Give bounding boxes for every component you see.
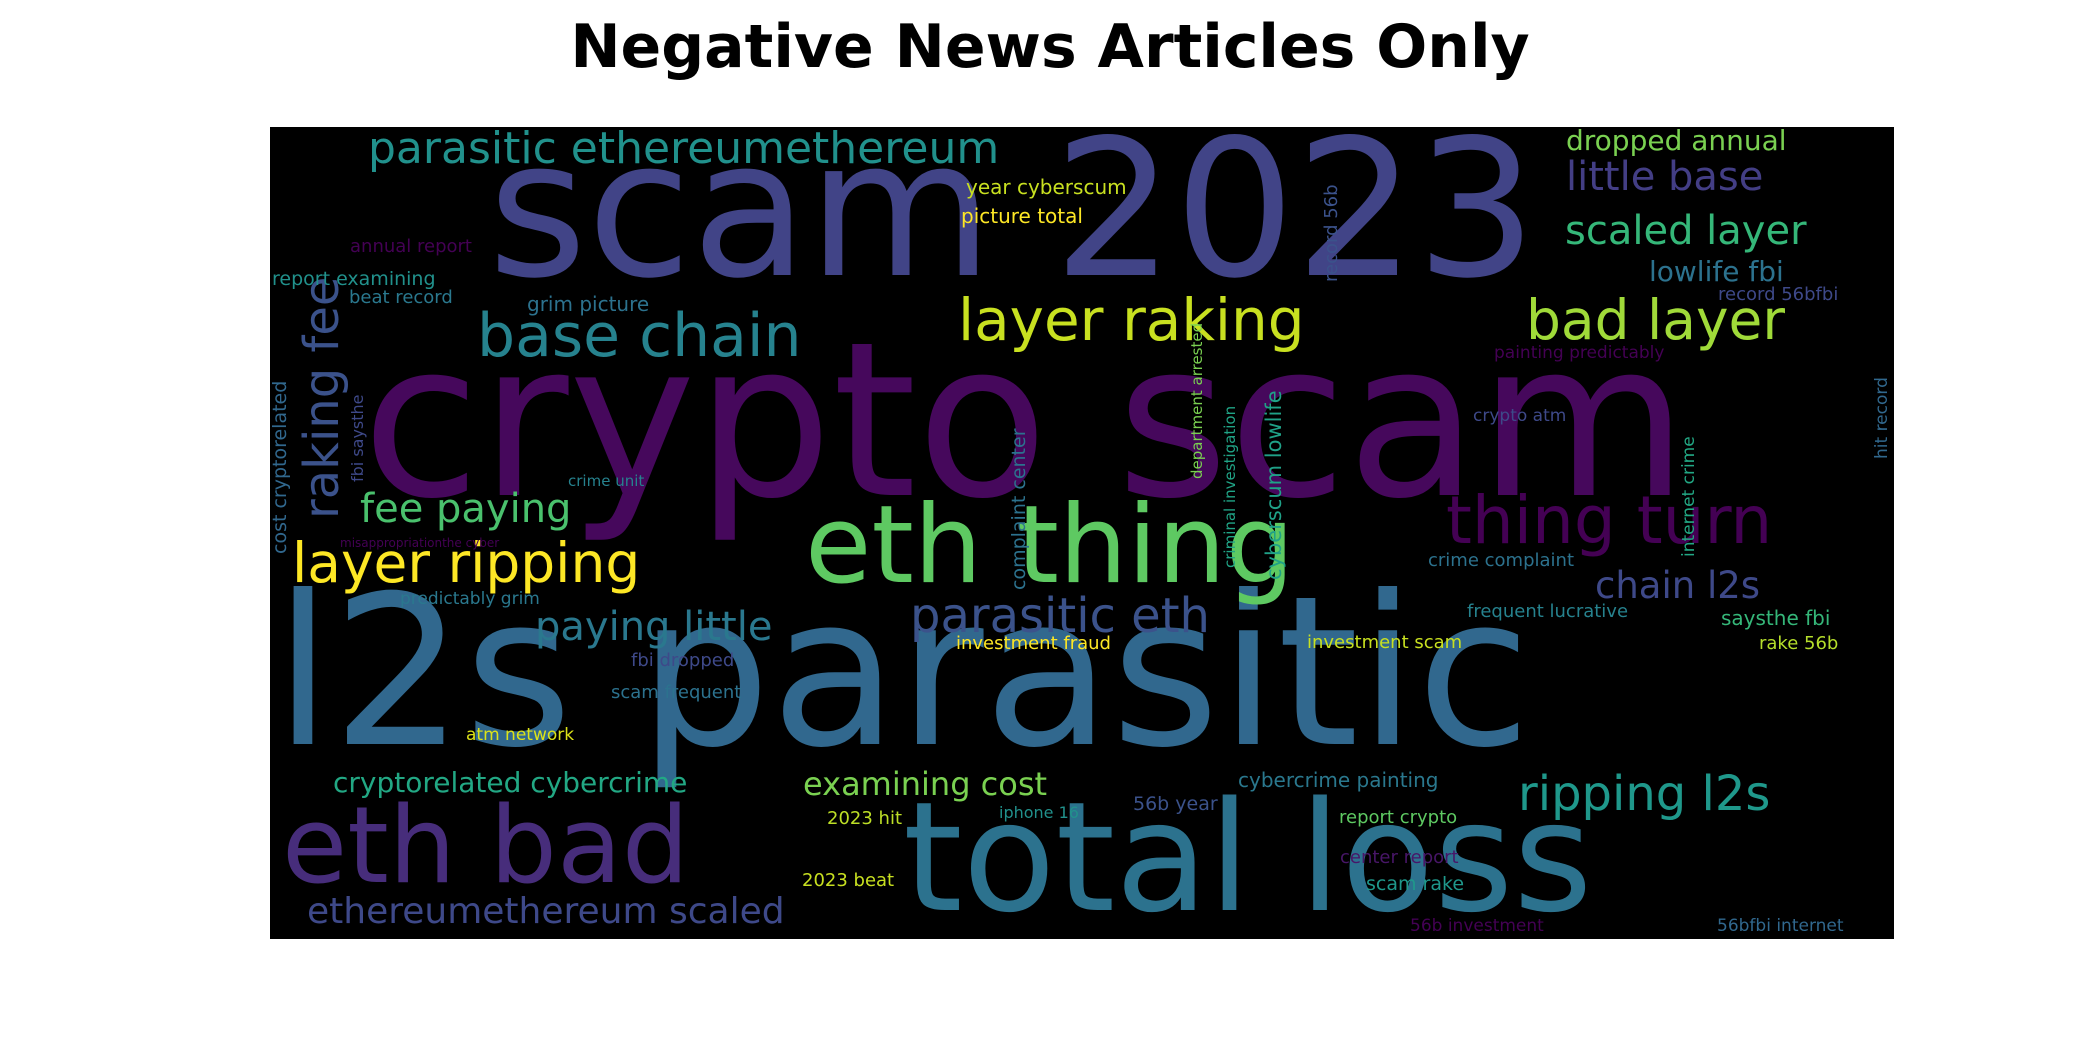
word-parasitic-ethereumethereum: parasitic ethereumethereum bbox=[368, 127, 1000, 174]
word-crypto-scam: crypto scam bbox=[362, 295, 1688, 546]
word-paying-little: paying little bbox=[535, 604, 773, 650]
word-iphone-16: iphone 16 bbox=[999, 803, 1079, 822]
word-eth-bad: eth bad bbox=[282, 784, 690, 907]
word-little-base: little base bbox=[1566, 154, 1764, 200]
word-layer-ripping: layer ripping bbox=[292, 531, 641, 595]
word-investment-fraud: investment fraud bbox=[956, 633, 1111, 654]
word-record-56bfbi: record 56bfbi bbox=[1718, 284, 1839, 305]
word-crime-complaint: crime complaint bbox=[1428, 550, 1574, 571]
word-internet-crime: internet crime bbox=[1679, 436, 1699, 557]
word-ripping-l2s: ripping l2s bbox=[1518, 766, 1771, 822]
word-criminal-investigation: criminal investigation bbox=[1221, 405, 1239, 568]
word-scam-rake: scam rake bbox=[1366, 873, 1465, 895]
word-2023-beat: 2023 beat bbox=[802, 870, 895, 891]
word-department-arrested: department arrested bbox=[1188, 322, 1206, 479]
word-atm-network: atm network bbox=[466, 725, 575, 745]
word-investment-scam: investment scam bbox=[1307, 632, 1463, 653]
word-layer-raking: layer raking bbox=[958, 286, 1305, 354]
word-bad-layer: bad layer bbox=[1526, 288, 1785, 352]
word-examining-cost: examining cost bbox=[803, 765, 1048, 803]
word-cloud: crypto scam scam 2023 l2s parasitic tota… bbox=[270, 127, 1894, 939]
word-saysthe-fbi: saysthe fbi bbox=[1721, 606, 1831, 630]
word-ethereumethereum-scaled: ethereumethereum scaled bbox=[307, 891, 785, 932]
chart-title: Negative News Articles Only bbox=[570, 12, 1530, 82]
word-cybercrime-painting: cybercrime painting bbox=[1238, 768, 1439, 792]
word-fbi-saysthe: fbi saysthe bbox=[348, 394, 367, 482]
word-cost-cryptorelated: cost cryptorelated bbox=[270, 380, 291, 554]
word-center-report: center report bbox=[1340, 847, 1459, 868]
word-painting-predictably: painting predictably bbox=[1494, 343, 1665, 363]
word-complaint-center: complaint center bbox=[1008, 428, 1030, 591]
word-base-chain: base chain bbox=[477, 301, 802, 371]
word-raking-fee: raking fee bbox=[294, 276, 350, 519]
word-predictably-grim: predictably grim bbox=[400, 589, 540, 609]
word-56bfbi-internet: 56bfbi internet bbox=[1717, 916, 1844, 936]
word-record-56b: record 56b bbox=[1321, 184, 1342, 282]
word-chain-l2s: chain l2s bbox=[1595, 564, 1761, 607]
word-l2s-parasitic: l2s parasitic bbox=[274, 552, 1531, 794]
word-fee-paying: fee paying bbox=[360, 486, 572, 532]
word-parasitic-eth: parasitic eth bbox=[910, 588, 1210, 644]
word-picture-total: picture total bbox=[961, 204, 1083, 228]
word-year-cyberscum: year cyberscum bbox=[966, 175, 1127, 199]
word-rake-56b: rake 56b bbox=[1759, 633, 1839, 654]
word-56b-year: 56b year bbox=[1133, 793, 1218, 815]
word-scaled-layer: scaled layer bbox=[1565, 208, 1807, 254]
word-56b-investment: 56b investment bbox=[1410, 916, 1544, 936]
word-misappropriationthe-cyber: misappropriationthe cyber bbox=[340, 536, 500, 550]
word-dropped-annual: dropped annual bbox=[1566, 127, 1787, 157]
word-grim-picture: grim picture bbox=[527, 292, 650, 316]
word-frequent-lucrative: frequent lucrative bbox=[1467, 601, 1629, 622]
word-report-crypto: report crypto bbox=[1339, 807, 1458, 828]
word-cyberscum-lowlife: cyberscum lowlife bbox=[1262, 390, 1286, 580]
word-beat-record: beat record bbox=[349, 287, 453, 308]
word-lowlife-fbi: lowlife fbi bbox=[1649, 255, 1784, 288]
word-crypto-atm: crypto atm bbox=[1473, 406, 1567, 426]
word-scam-frequent: scam frequent bbox=[611, 682, 742, 703]
word-annual-report: annual report bbox=[350, 236, 472, 257]
word-hit-record: hit record bbox=[1872, 377, 1892, 459]
word-scam-2023: scam 2023 bbox=[488, 127, 1537, 320]
word-eth-thing: eth thing bbox=[805, 483, 1295, 608]
word-crime-unit: crime unit bbox=[568, 472, 645, 490]
word-cryptorelated-cybercrime: cryptorelated cybercrime bbox=[333, 766, 688, 799]
word-fbi-dropped: fbi dropped bbox=[631, 650, 735, 671]
word-total-loss: total loss bbox=[903, 769, 1593, 939]
word-thing-turn: thing turn bbox=[1446, 482, 1773, 559]
word-2023-hit: 2023 hit bbox=[827, 808, 902, 829]
word-report-examining: report examining bbox=[272, 268, 436, 290]
